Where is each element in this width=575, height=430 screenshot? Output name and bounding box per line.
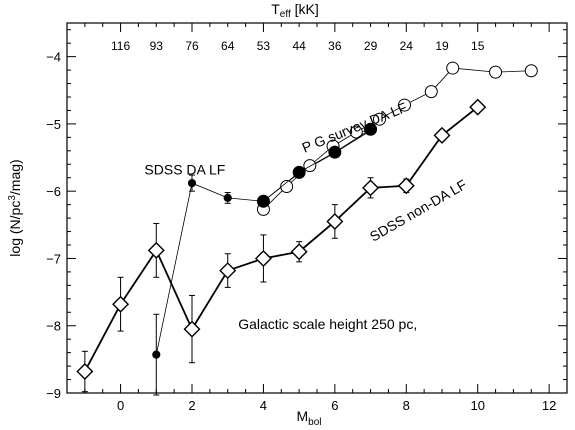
data-point-open-diamond	[433, 126, 451, 144]
top-axis-title-sub: eff	[280, 9, 291, 20]
data-point-open-circle	[489, 65, 503, 79]
x-tick-label: 8	[403, 398, 410, 413]
top-tick-label: 29	[364, 39, 378, 53]
series-3	[76, 98, 487, 393]
data-point-large-filled	[292, 165, 306, 179]
y-tick-label: −8	[46, 319, 61, 334]
data-series	[76, 61, 538, 396]
data-point-open-diamond	[112, 295, 130, 313]
top-tick-label: 64	[221, 39, 235, 53]
data-point-open-diamond	[147, 241, 165, 259]
data-point-open-diamond	[290, 243, 308, 261]
top-tick-label: 24	[400, 39, 414, 53]
x-tick-label: 4	[260, 398, 267, 413]
data-point-open-diamond	[362, 179, 380, 197]
x-tick-label: 2	[188, 398, 195, 413]
annotation-label: P G survey DA LF	[300, 99, 410, 156]
y-axis-title-tail: /mag)	[7, 159, 23, 195]
series-1	[256, 61, 538, 216]
data-point-small-filled	[223, 193, 232, 203]
series-line	[84, 106, 479, 372]
data-point-open-diamond	[183, 320, 201, 338]
data-point-open-circle	[373, 112, 386, 126]
x-axis-title: Mbol	[296, 408, 321, 428]
plot-border	[66, 22, 568, 394]
annotation-label: Galactic scale height 250 pc,	[238, 316, 417, 332]
y-tick-label: −4	[46, 50, 61, 65]
data-point-open-diamond	[76, 362, 94, 380]
top-tick-label: 76	[185, 39, 199, 53]
x-axis-title-sub: bol	[308, 417, 321, 428]
x-tick-label: 0	[117, 398, 124, 413]
data-point-open-diamond	[219, 262, 237, 280]
y-tick-label: −9	[46, 386, 61, 401]
data-point-open-circle	[446, 61, 460, 75]
data-point-open-diamond	[254, 249, 272, 267]
annotation-label: SDSS DA LF	[144, 161, 225, 177]
top-tick-label: 53	[257, 39, 271, 53]
top-tick-label: 93	[150, 39, 164, 53]
y-tick-label: −7	[46, 251, 61, 266]
data-point-large-filled	[364, 122, 378, 136]
series-2	[256, 122, 378, 208]
top-tick-label: 19	[435, 39, 449, 53]
top-tick-label: 15	[471, 39, 485, 53]
data-point-open-circle	[303, 159, 317, 173]
top-axis-title-unit: [kK]	[291, 1, 319, 17]
data-point-open-circle	[398, 98, 411, 112]
top-tick-label: 36	[328, 39, 342, 53]
y-tick-label: −6	[46, 184, 61, 199]
data-point-open-diamond	[326, 212, 344, 230]
data-point-large-filled	[256, 194, 270, 208]
top-tick-label: 116	[111, 39, 130, 53]
axis-labels: Mbol Teff [kK] log (N/pc3/mag)	[7, 1, 322, 428]
plot-frame	[66, 22, 568, 394]
x-tick-label: 12	[542, 398, 556, 413]
x-tick-label: 6	[331, 398, 338, 413]
data-point-small-filled	[152, 350, 161, 359]
data-point-open-diamond	[397, 177, 415, 195]
series-line	[263, 128, 371, 202]
data-point-open-circle	[424, 85, 438, 99]
y-tick-label: −5	[46, 117, 61, 132]
y-axis-title-sup: 3	[7, 195, 18, 201]
data-point-open-diamond	[469, 98, 487, 116]
top-tick-label: 44	[292, 39, 306, 53]
data-point-open-circle	[280, 179, 294, 193]
top-axis-title: Teff [kK]	[271, 1, 319, 20]
data-point-small-filled	[187, 179, 197, 188]
data-point-open-circle	[524, 64, 538, 78]
y-axis-title: log (N/pc3/mag)	[7, 159, 23, 256]
x-tick-label: 10	[470, 398, 484, 413]
data-point-large-filled	[328, 145, 342, 159]
